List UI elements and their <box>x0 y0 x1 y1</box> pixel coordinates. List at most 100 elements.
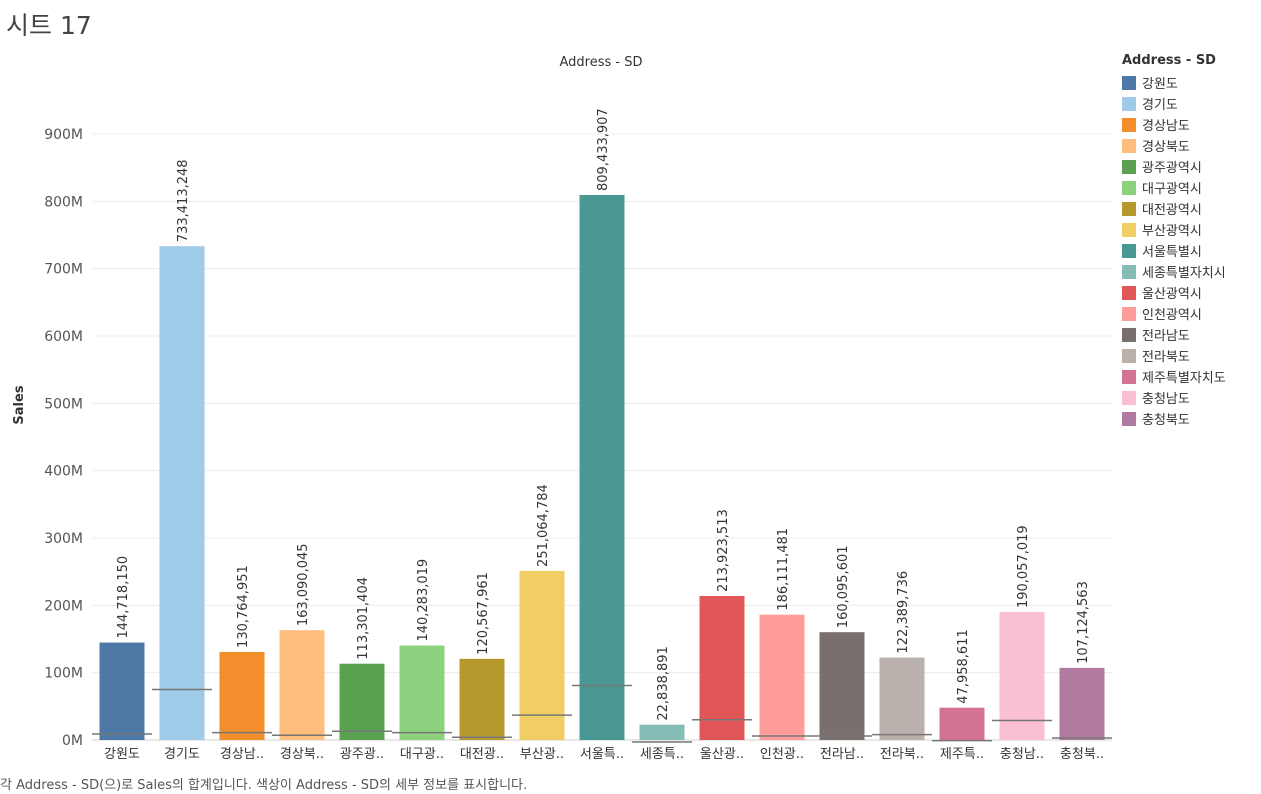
x-tick-label: 대전광.. <box>460 747 504 762</box>
value-label: 113,301,404 <box>356 577 371 660</box>
legend-item[interactable]: 부산광역시 <box>1122 219 1260 240</box>
legend-swatch <box>1122 180 1136 195</box>
sheet-title: 시트 17 <box>6 11 92 40</box>
legend-item[interactable]: 강원도 <box>1122 72 1260 93</box>
x-tick-label: 경기도 <box>164 747 200 762</box>
legend-swatch <box>1122 390 1136 405</box>
legend-label: 인천광역시 <box>1142 308 1202 323</box>
y-tick-label: 800M <box>44 194 83 210</box>
y-tick-label: 500M <box>44 396 83 412</box>
x-tick-label: 부산광.. <box>520 747 564 762</box>
legend-label: 서울특별시 <box>1142 245 1202 260</box>
x-tick-label: 전라북.. <box>880 747 924 762</box>
legend-item[interactable]: 대전광역시 <box>1122 198 1260 219</box>
x-tick-label: 강원도 <box>104 747 140 762</box>
legend-label: 전라남도 <box>1142 329 1190 344</box>
value-label: 107,124,563 <box>1076 581 1091 664</box>
legend-item[interactable]: 서울특별시 <box>1122 240 1260 261</box>
value-labels: 144,718,150 733,413,248 130,764,951 163,090… <box>116 108 1091 720</box>
bars <box>99 194 1105 741</box>
legend-label: 대구광역시 <box>1142 182 1202 197</box>
legend-item[interactable]: 충청북도 <box>1122 408 1260 429</box>
legend-label: 충청남도 <box>1142 392 1190 407</box>
legend-swatch <box>1122 96 1136 111</box>
legend-swatch <box>1122 285 1136 300</box>
bar <box>1059 667 1105 740</box>
x-tick-label: 충청남.. <box>1000 747 1044 762</box>
legend-swatch <box>1122 222 1136 237</box>
legend-item[interactable]: 충청남도 <box>1122 387 1260 408</box>
y-tick-label: 600M <box>44 329 83 345</box>
chart-caption: 각 Address - SD(으)로 Sales의 합계입니다. 색상이 Add… <box>0 778 528 793</box>
value-label: 22,838,891 <box>656 646 671 720</box>
y-tick-label: 200M <box>44 598 83 614</box>
legend-item[interactable]: 대구광역시 <box>1122 177 1260 198</box>
legend-item[interactable]: 경기도 <box>1122 93 1260 114</box>
chart-title: Address - SD <box>560 55 643 70</box>
x-tick-label: 전라남.. <box>820 747 864 762</box>
bar <box>879 657 925 740</box>
y-tick-label: 900M <box>44 127 83 143</box>
legend: Address - SD 강원도 경기도 경상남도 경상북도 광주광역시 대구광역시 대전광… <box>1122 52 1260 429</box>
value-label: 213,923,513 <box>716 509 731 592</box>
bar <box>699 595 745 740</box>
legend-item[interactable]: 울산광역시 <box>1122 282 1260 303</box>
legend-swatch <box>1122 243 1136 258</box>
x-tick-label: 울산광.. <box>700 747 744 762</box>
x-tick-label: 인천광.. <box>760 747 804 762</box>
legend-label: 충청북도 <box>1142 413 1190 428</box>
x-tick-label: 제주특.. <box>940 747 984 762</box>
legend-swatch <box>1122 306 1136 321</box>
x-tick-label: 경상북.. <box>280 747 324 762</box>
legend-item[interactable]: 세종특별자치시 <box>1122 261 1260 282</box>
legend-label: 경상북도 <box>1142 140 1190 155</box>
legend-swatch <box>1122 369 1136 384</box>
legend-item[interactable]: 전라남도 <box>1122 324 1260 345</box>
bar <box>639 724 685 740</box>
bar <box>819 632 865 740</box>
bar <box>459 658 505 740</box>
legend-label: 대전광역시 <box>1142 203 1202 218</box>
value-label: 144,718,150 <box>116 556 131 639</box>
bar <box>339 663 385 740</box>
legend-item[interactable]: 제주특별자치도 <box>1122 366 1260 387</box>
legend-swatch <box>1122 159 1136 174</box>
value-label: 190,057,019 <box>1016 525 1031 608</box>
value-label: 809,433,907 <box>596 108 611 191</box>
bar <box>219 651 265 740</box>
bar <box>279 630 325 740</box>
y-tick-label: 300M <box>44 531 83 547</box>
legend-item[interactable]: 경상남도 <box>1122 114 1260 135</box>
bar <box>99 642 145 740</box>
value-label: 160,095,601 <box>836 545 851 628</box>
bar <box>759 614 805 740</box>
x-tick-label: 대구광.. <box>400 747 444 762</box>
value-label: 733,413,248 <box>176 159 191 242</box>
value-label: 122,389,736 <box>896 571 911 654</box>
y-tick-label: 100M <box>44 666 83 682</box>
value-label: 251,064,784 <box>536 484 551 567</box>
bar <box>399 645 445 740</box>
legend-item[interactable]: 인천광역시 <box>1122 303 1260 324</box>
y-tick-label: 0M <box>62 733 83 749</box>
legend-label: 전라북도 <box>1142 350 1190 365</box>
value-label: 186,111,481 <box>776 528 791 611</box>
legend-item[interactable]: 경상북도 <box>1122 135 1260 156</box>
y-axis-label: Sales <box>12 385 27 424</box>
legend-label: 경기도 <box>1142 98 1178 113</box>
value-label: 120,567,961 <box>476 572 491 655</box>
bar <box>519 570 565 740</box>
y-tick-label: 700M <box>44 262 83 278</box>
legend-item[interactable]: 전라북도 <box>1122 345 1260 366</box>
x-tick-label: 서울특.. <box>580 747 624 762</box>
bar <box>159 246 205 741</box>
legend-label: 광주광역시 <box>1142 161 1202 176</box>
legend-label: 부산광역시 <box>1142 224 1202 239</box>
legend-swatch <box>1122 201 1136 216</box>
bar <box>999 612 1045 740</box>
x-tick-label: 세종특.. <box>640 747 684 762</box>
x-axis: 강원도 경기도 경상남.. 경상북.. 광주광.. 대구광.. 대전광.. 부산광.. 서울특.… <box>104 747 1104 762</box>
legend-item[interactable]: 광주광역시 <box>1122 156 1260 177</box>
